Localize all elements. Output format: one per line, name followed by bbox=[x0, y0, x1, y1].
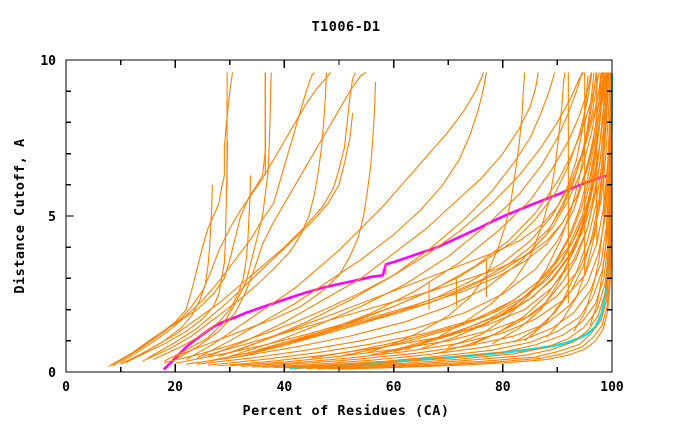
series-model-ensemble-orange-03 bbox=[114, 72, 332, 365]
series-model-ensemble-orange-10 bbox=[207, 72, 539, 357]
y-tick-label: 5 bbox=[48, 210, 56, 225]
series-model-ensemble-orange-42 bbox=[273, 72, 605, 348]
series-model-ensemble-orange-53 bbox=[120, 184, 213, 365]
series-model-ensemble-orange-45 bbox=[153, 175, 252, 361]
x-tick-label: 20 bbox=[167, 380, 183, 395]
series-model-ensemble-orange-39 bbox=[202, 72, 603, 357]
series-model-ensemble-orange-09 bbox=[196, 72, 487, 359]
series-model-ensemble-orange-02 bbox=[112, 72, 234, 367]
y-tick-label: 0 bbox=[48, 366, 56, 381]
series-model-ensemble-orange-24 bbox=[273, 91, 613, 369]
x-tick-label: 60 bbox=[386, 380, 402, 395]
data-series-layer bbox=[108, 72, 614, 371]
series-model-ensemble-orange-27 bbox=[306, 122, 613, 370]
series-model-ensemble-orange-60 bbox=[513, 72, 610, 343]
axis-ticks bbox=[65, 59, 613, 373]
series-model-ensemble-orange-57 bbox=[142, 72, 327, 362]
x-tick-label: 100 bbox=[600, 380, 624, 395]
series-model-ensemble-orange-54 bbox=[295, 72, 593, 343]
series-model-ensemble-orange-14 bbox=[164, 72, 585, 364]
axis-tick-labels: 0 20 40 60 80 100 0 5 10 bbox=[40, 54, 624, 395]
series-model-ensemble-orange-31 bbox=[131, 141, 229, 361]
y-tick-label: 10 bbox=[40, 54, 56, 69]
series-model-ensemble-orange-06 bbox=[164, 72, 272, 362]
series-model-ensemble-orange-32 bbox=[147, 112, 354, 359]
series-model-ensemble-orange-44 bbox=[175, 81, 377, 357]
x-axis-title: Percent of Residues (CA) bbox=[242, 403, 449, 419]
series-model-ensemble-orange-58 bbox=[382, 72, 608, 354]
series-model-ensemble-orange-11 bbox=[218, 72, 556, 357]
series-model-ensemble-orange-25 bbox=[284, 103, 613, 369]
y-axis-title: Distance Cutoff, A bbox=[12, 138, 28, 293]
series-model-ensemble-orange-26 bbox=[295, 113, 613, 369]
series-model-ensemble-orange-07 bbox=[174, 72, 367, 360]
page-title: T1006-D1 bbox=[311, 19, 380, 35]
x-tick-label: 80 bbox=[495, 380, 511, 395]
series-model-ensemble-orange-52 bbox=[589, 72, 612, 326]
series-model-ensemble-orange-20 bbox=[229, 72, 611, 367]
x-tick-label: 40 bbox=[277, 380, 293, 395]
series-model-ensemble-orange-33 bbox=[366, 72, 526, 354]
x-tick-label: 0 bbox=[62, 380, 70, 395]
series-model-ensemble-orange-05 bbox=[125, 72, 356, 364]
series-model-ensemble-orange-08 bbox=[185, 72, 485, 360]
series-model-ensemble-orange-35 bbox=[448, 72, 595, 348]
series-model-ensemble-orange-16 bbox=[186, 72, 604, 365]
series-model-ensemble-orange-51 bbox=[573, 72, 612, 332]
series-model-ensemble-orange-48 bbox=[420, 72, 604, 350]
series-model-ensemble-orange-30 bbox=[338, 150, 613, 370]
series-model-ensemble-orange-04 bbox=[120, 72, 315, 364]
series-model-ensemble-orange-38 bbox=[229, 75, 589, 354]
